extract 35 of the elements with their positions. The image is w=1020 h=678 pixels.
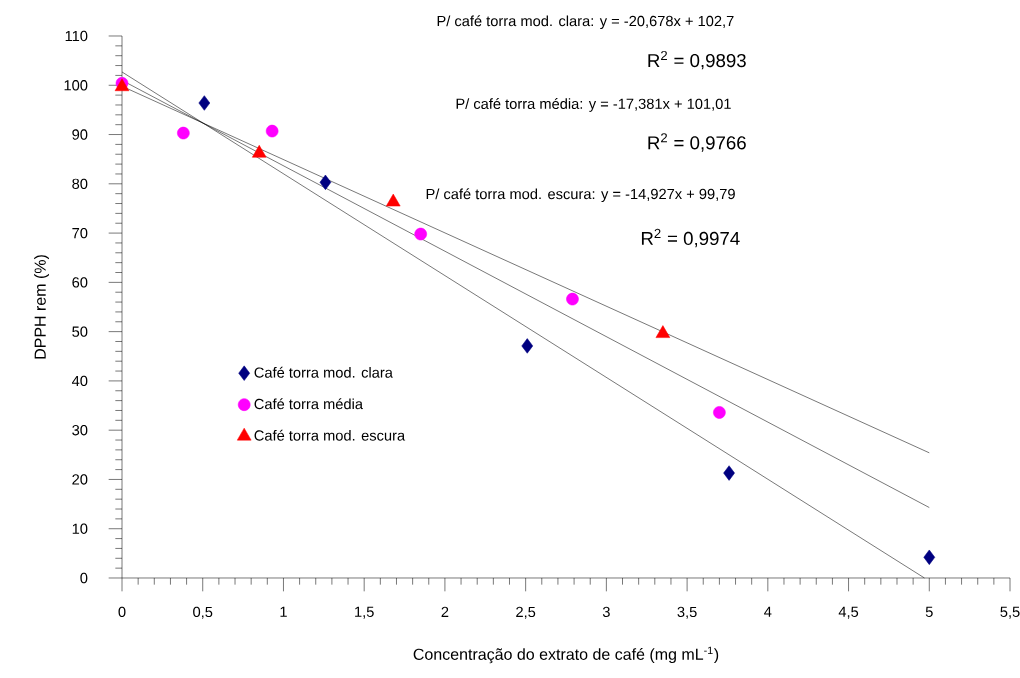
x-tick-label: 4,5 <box>838 606 859 619</box>
x-axis-title: Concentração do extrato de café (mg mL$^{-1}$) <box>413 646 719 664</box>
x-tick-label: 2 <box>441 606 449 617</box>
legend-label: Café torra mod. escura <box>254 429 406 441</box>
x-tick-label: 0,5 <box>193 606 213 619</box>
y-tick-label: 50 <box>72 326 88 337</box>
annotation: P/ café torra média: y = -17,381x + 101,01 <box>456 98 731 112</box>
x-tick-label: 1 <box>280 606 287 617</box>
annotation: R$^{2}$ = 0,9974 <box>641 228 740 248</box>
x-tick-label: 3 <box>602 606 610 618</box>
y-tick-label: 110 <box>65 30 88 42</box>
y-tick-label: 10 <box>72 523 88 534</box>
y-tick-label: 90 <box>72 129 88 140</box>
legend-label: Café torra mod. clara <box>254 366 393 378</box>
annotation: R$^{2}$ = 0,9893 <box>648 50 746 70</box>
y-axis-title: DPPH rem (%) <box>34 255 49 359</box>
y-tick-label: 30 <box>72 425 88 436</box>
legend-label: Café torra média <box>254 398 363 410</box>
y-tick-label: 80 <box>72 178 88 190</box>
x-tick-label: 5,5 <box>1000 606 1020 619</box>
y-tick-label: 40 <box>71 375 88 387</box>
y-tick-label: 0 <box>80 572 88 584</box>
x-tick-label: 2,5 <box>516 606 536 619</box>
y-tick-label: 70 <box>72 227 88 239</box>
y-tick-label: 60 <box>72 277 88 288</box>
x-tick-label: 4 <box>764 606 772 617</box>
annotation: R$^{2}$ = 0,9766 <box>648 133 746 152</box>
y-tick-label: 20 <box>72 474 88 485</box>
y-tick-label: 100 <box>64 80 88 91</box>
x-tick-label: 0 <box>118 606 126 618</box>
x-tick-label: 3,5 <box>677 606 697 619</box>
text: P/ café torra mod. clara: y = -20,678x + 102,7 <box>437 15 734 30</box>
x-tick-label: 5 <box>925 606 933 617</box>
x-tick-label: 1,5 <box>355 606 374 619</box>
annotation: P/ café torra mod. escura: y = -14,927x + 99,79 <box>426 188 735 203</box>
